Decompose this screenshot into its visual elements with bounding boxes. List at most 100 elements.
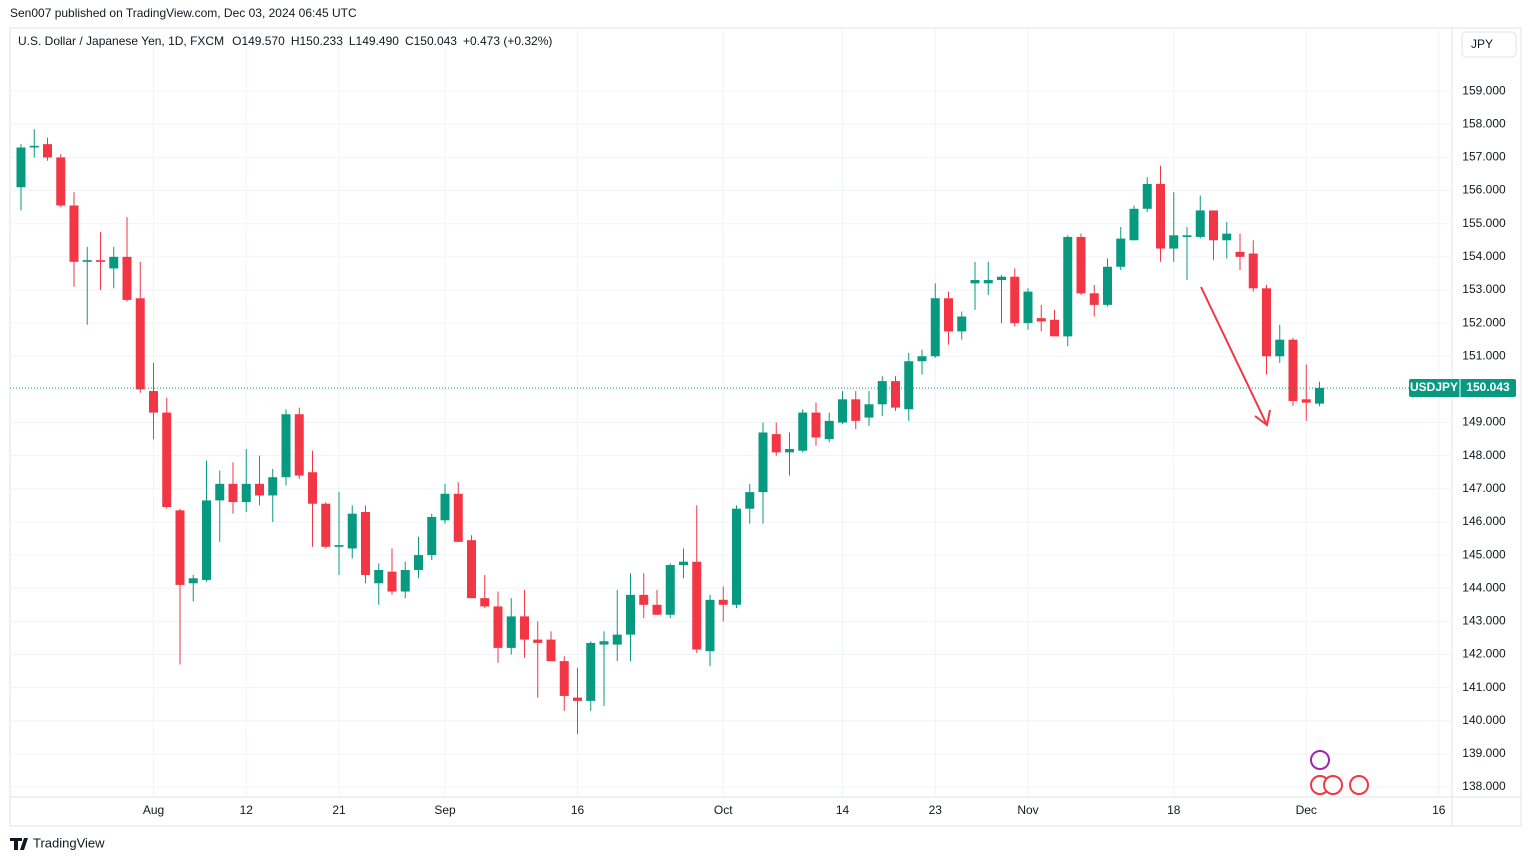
symbol: U.S. Dollar / Japanese Yen, 1D, FXCM: [18, 34, 224, 48]
candle-body: [983, 280, 993, 284]
candle-body: [705, 599, 715, 652]
candle-body: [837, 399, 847, 423]
candle-body: [95, 260, 105, 262]
candle-body: [890, 381, 900, 408]
candle-body: [374, 569, 384, 584]
candle-body: [692, 561, 702, 650]
currency[interactable]: JPY: [1471, 37, 1493, 51]
x-tick-label: Dec: [1296, 803, 1317, 817]
y-tick-label: 156.000: [1462, 183, 1506, 197]
candle-body: [1129, 208, 1139, 241]
candle-body: [56, 157, 66, 206]
candle-body: [122, 256, 132, 300]
candle-body: [321, 503, 331, 547]
y-tick-label: 146.000: [1462, 514, 1506, 528]
candle-body: [1036, 318, 1046, 322]
candles: [16, 129, 1324, 735]
candle-body: [16, 147, 26, 188]
candle-body: [811, 412, 821, 438]
candle-body: [678, 561, 688, 566]
candle-body: [665, 565, 675, 615]
candle-body: [864, 404, 874, 418]
candle-body: [1261, 288, 1271, 357]
candle-body: [533, 639, 543, 643]
candle-body: [970, 280, 980, 284]
candle-body: [1169, 235, 1179, 249]
candle-body: [798, 412, 808, 451]
candle-body: [360, 512, 370, 575]
candle-body: [480, 598, 490, 607]
candle-body: [427, 516, 437, 556]
candle-body: [599, 641, 609, 645]
candle-body: [1102, 266, 1112, 305]
candle-body: [69, 205, 79, 262]
logo-icon: [10, 838, 28, 850]
ohlc-value: C150.043: [405, 34, 457, 48]
candle-body: [851, 399, 861, 421]
y-tick-label: 143.000: [1462, 614, 1506, 628]
candle-body: [29, 145, 39, 148]
candle-body: [731, 508, 741, 605]
candle-body: [387, 571, 397, 592]
candle-body: [784, 449, 794, 453]
candle-body: [281, 414, 291, 478]
candle-body: [42, 144, 52, 158]
candle-body: [1049, 319, 1059, 337]
x-tick-label: Sep: [434, 803, 456, 817]
last-price-label: 150.043: [1466, 380, 1510, 394]
y-tick-label: 151.000: [1462, 348, 1506, 362]
event-icon[interactable]: [1349, 775, 1369, 795]
currency-button[interactable]: [1461, 31, 1517, 58]
x-tick-label: 18: [1167, 803, 1181, 817]
candle-body: [413, 555, 423, 570]
candle-body: [1089, 293, 1099, 305]
annotation-arrow: [1200, 286, 1271, 427]
ohlc-value: H150.233: [291, 34, 343, 48]
symbol-tag: USDJPY: [1410, 380, 1458, 394]
candle-body: [268, 477, 278, 496]
candle-body: [347, 513, 357, 549]
candle-body: [639, 594, 649, 605]
candle-body: [612, 634, 622, 645]
candle-body: [82, 260, 92, 262]
y-tick-label: 139.000: [1462, 746, 1506, 760]
candle-body: [519, 616, 529, 640]
x-tick-label: 16: [571, 803, 585, 817]
candle-body: [466, 540, 476, 599]
candle-body: [162, 412, 172, 508]
ohlc-value: O149.570: [232, 34, 285, 48]
candle-body: [294, 414, 304, 476]
candle-body: [745, 492, 755, 509]
y-tick-label: 147.000: [1462, 481, 1506, 495]
x-tick-label: 12: [240, 803, 254, 817]
candle-body: [1275, 339, 1285, 357]
y-tick-label: 157.000: [1462, 150, 1506, 164]
candle-body: [996, 276, 1006, 281]
candle-body: [1142, 183, 1152, 209]
y-tick-label: 149.000: [1462, 415, 1506, 429]
candle-body: [771, 434, 781, 453]
candle-body: [1195, 210, 1205, 237]
y-tick-label: 148.000: [1462, 448, 1506, 462]
candle-body: [943, 298, 953, 332]
x-tick-label: Nov: [1017, 803, 1038, 817]
x-tick-label: Oct: [714, 803, 733, 817]
event-icon[interactable]: [1323, 775, 1343, 795]
y-tick-label: 145.000: [1462, 547, 1506, 561]
candle-body: [400, 569, 410, 592]
candle-body: [188, 578, 198, 584]
candle-body: [1235, 251, 1245, 257]
candle-body: [1023, 291, 1033, 324]
event-icon[interactable]: [1310, 750, 1330, 770]
x-tick-label: 21: [332, 803, 346, 817]
candle-body: [1116, 238, 1126, 267]
ohlc-value: L149.490: [349, 34, 399, 48]
candle-body: [1314, 387, 1324, 404]
chart-frame: [9, 27, 1522, 827]
candle-body: [1208, 210, 1218, 241]
candle-body: [758, 432, 768, 493]
y-tick-label: 155.000: [1462, 216, 1506, 230]
candle-body: [1288, 339, 1298, 401]
